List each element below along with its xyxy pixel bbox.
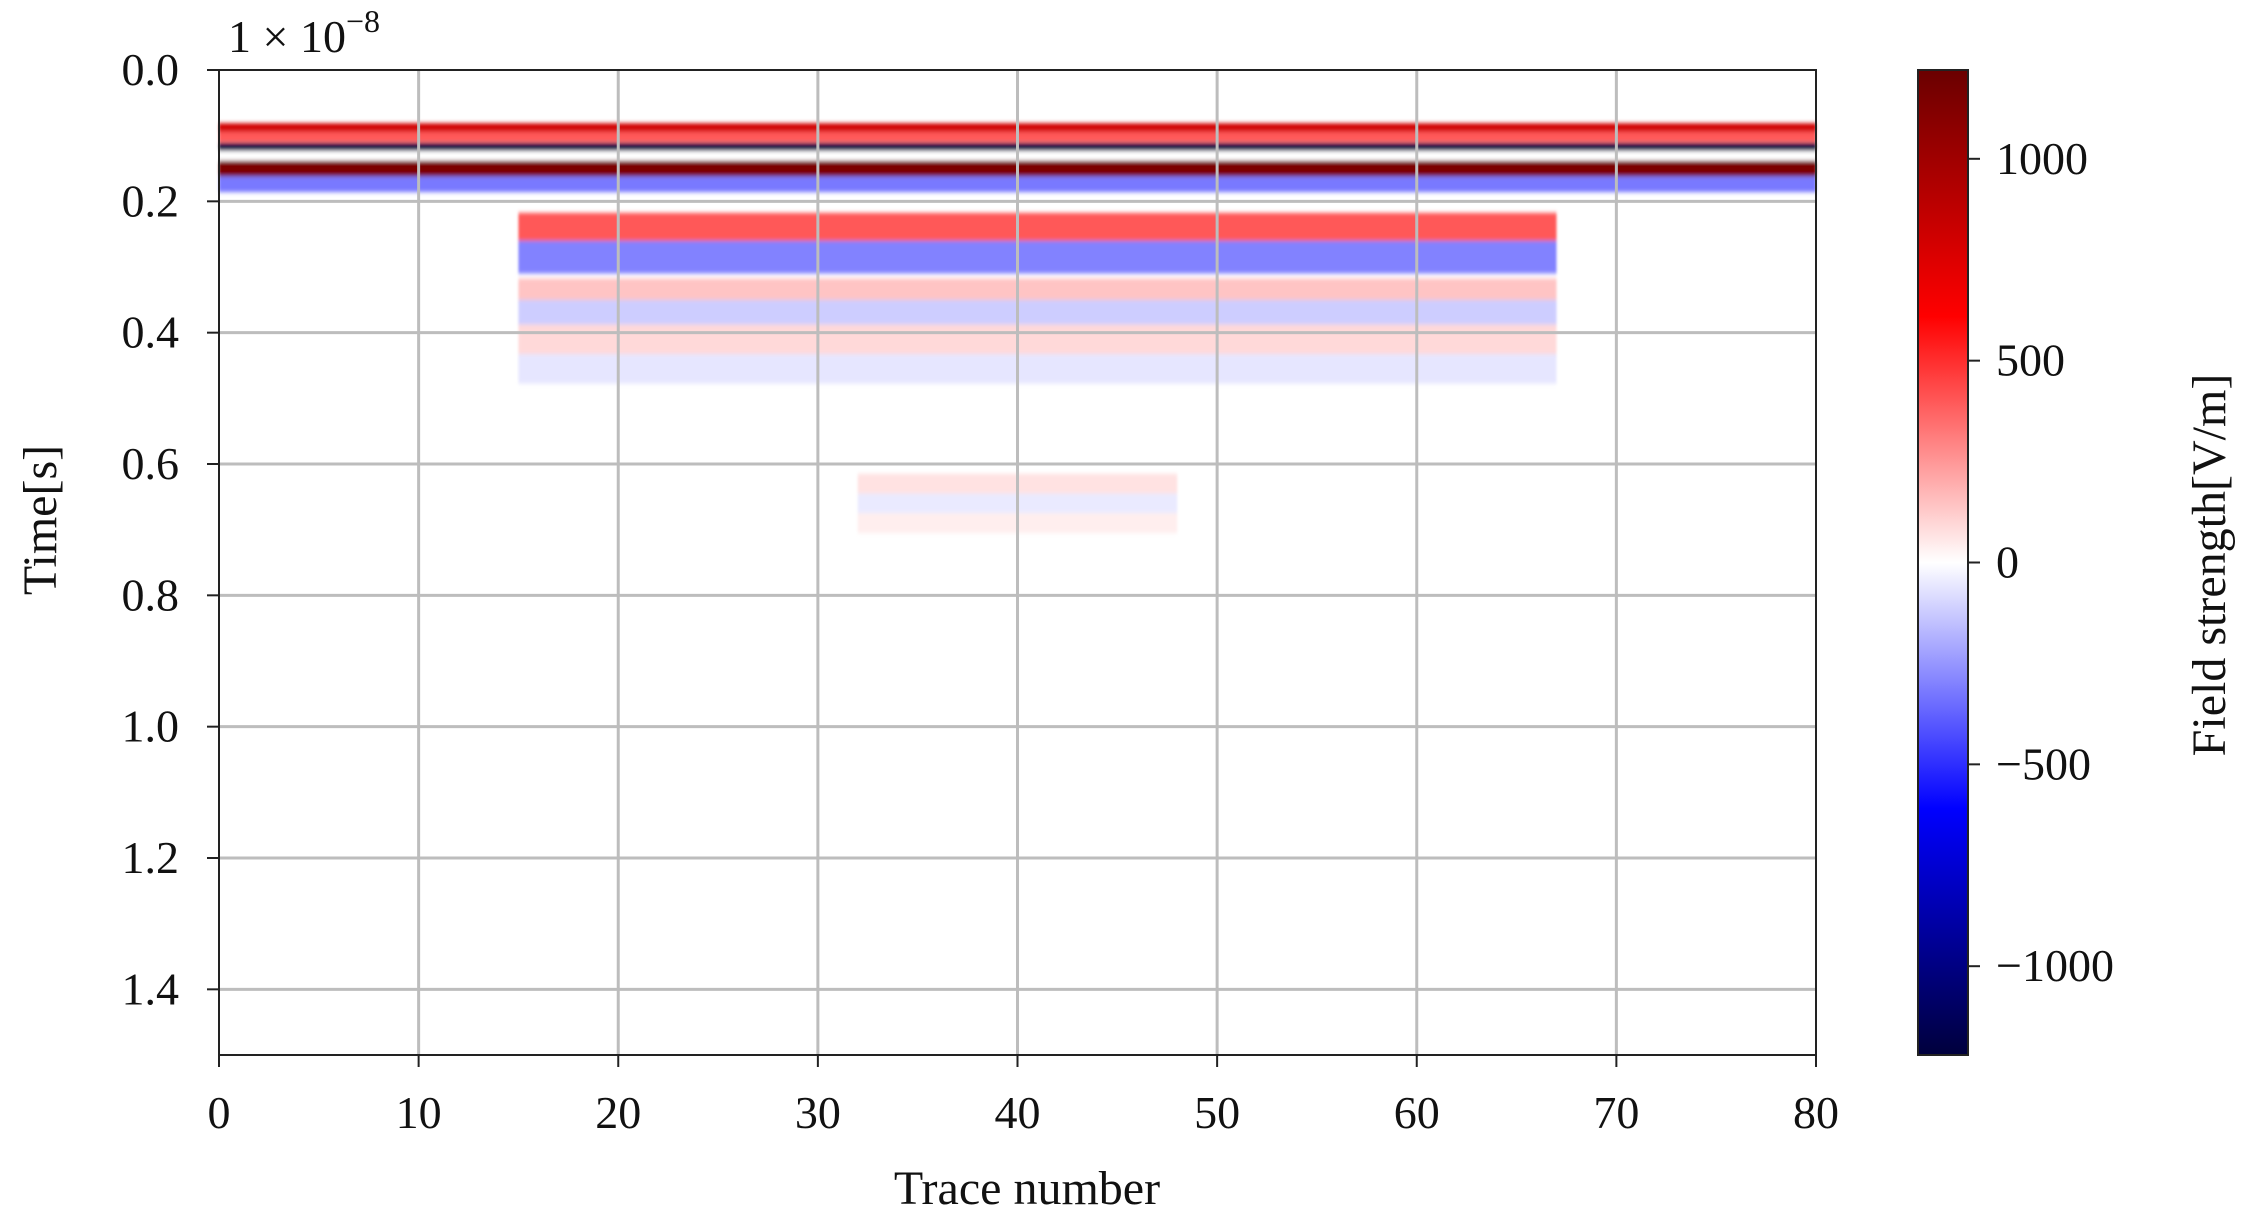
x-tick-label: 60: [1394, 1087, 1440, 1138]
x-tick-label: 50: [1194, 1087, 1240, 1138]
heatmap-band: [518, 212, 1557, 243]
y-tick-label: 1.0: [122, 701, 180, 752]
colorbar: [1917, 69, 1969, 1056]
heatmap-band: [518, 240, 1557, 274]
heatmap-band: [518, 324, 1557, 355]
y-tick-label: 1.2: [122, 832, 180, 883]
colorbar-tick-label: −1000: [1996, 940, 2114, 991]
y-multiplier-base: 1 × 10: [228, 11, 346, 62]
x-tick-label: 40: [995, 1087, 1041, 1138]
grid-lines: [219, 70, 1816, 1055]
heatmap-band: [518, 278, 1557, 302]
y-tick-label: 0.8: [122, 569, 180, 620]
x-tick-label: 70: [1593, 1087, 1639, 1138]
y-multiplier-exponent: −8: [346, 3, 380, 39]
x-tick-label: 20: [595, 1087, 641, 1138]
y-tick-label: 1.4: [122, 963, 180, 1014]
x-tick-label: 80: [1793, 1087, 1839, 1138]
colorbar-tick-label: 0: [1996, 537, 2019, 588]
colorbar-tick-label: 500: [1996, 335, 2065, 386]
y-tick-label: 0.2: [122, 175, 180, 226]
colorbar-tick-label: 1000: [1996, 133, 2088, 184]
colorbar-title: Field strength[V/m]: [2183, 374, 2236, 757]
heatmap-band: [518, 299, 1557, 327]
x-tick-label: 10: [396, 1087, 442, 1138]
heatmap-band: [518, 354, 1557, 384]
colorbar-tick-label: −500: [1996, 738, 2091, 789]
x-axis: 0 10 20 30 40 50 60 70 80: [208, 1055, 1839, 1138]
y-tick-label: 0.4: [122, 307, 180, 358]
y-tick-label: 0.6: [122, 438, 180, 489]
x-axis-title: Trace number: [894, 1162, 1160, 1215]
y-tick-label: 0.0: [122, 44, 180, 95]
y-axis: 0.0 0.2 0.4 0.6 0.8 1.0 1.2 1.4: [122, 44, 219, 1014]
y-multiplier-label: 1 × 10−8: [228, 3, 380, 62]
x-tick-label: 0: [208, 1087, 231, 1138]
y-axis-title: Time[s]: [14, 445, 67, 595]
colorbar-ticks: 1000 500 0 −500 −1000: [1968, 133, 2114, 991]
x-tick-label: 30: [795, 1087, 841, 1138]
